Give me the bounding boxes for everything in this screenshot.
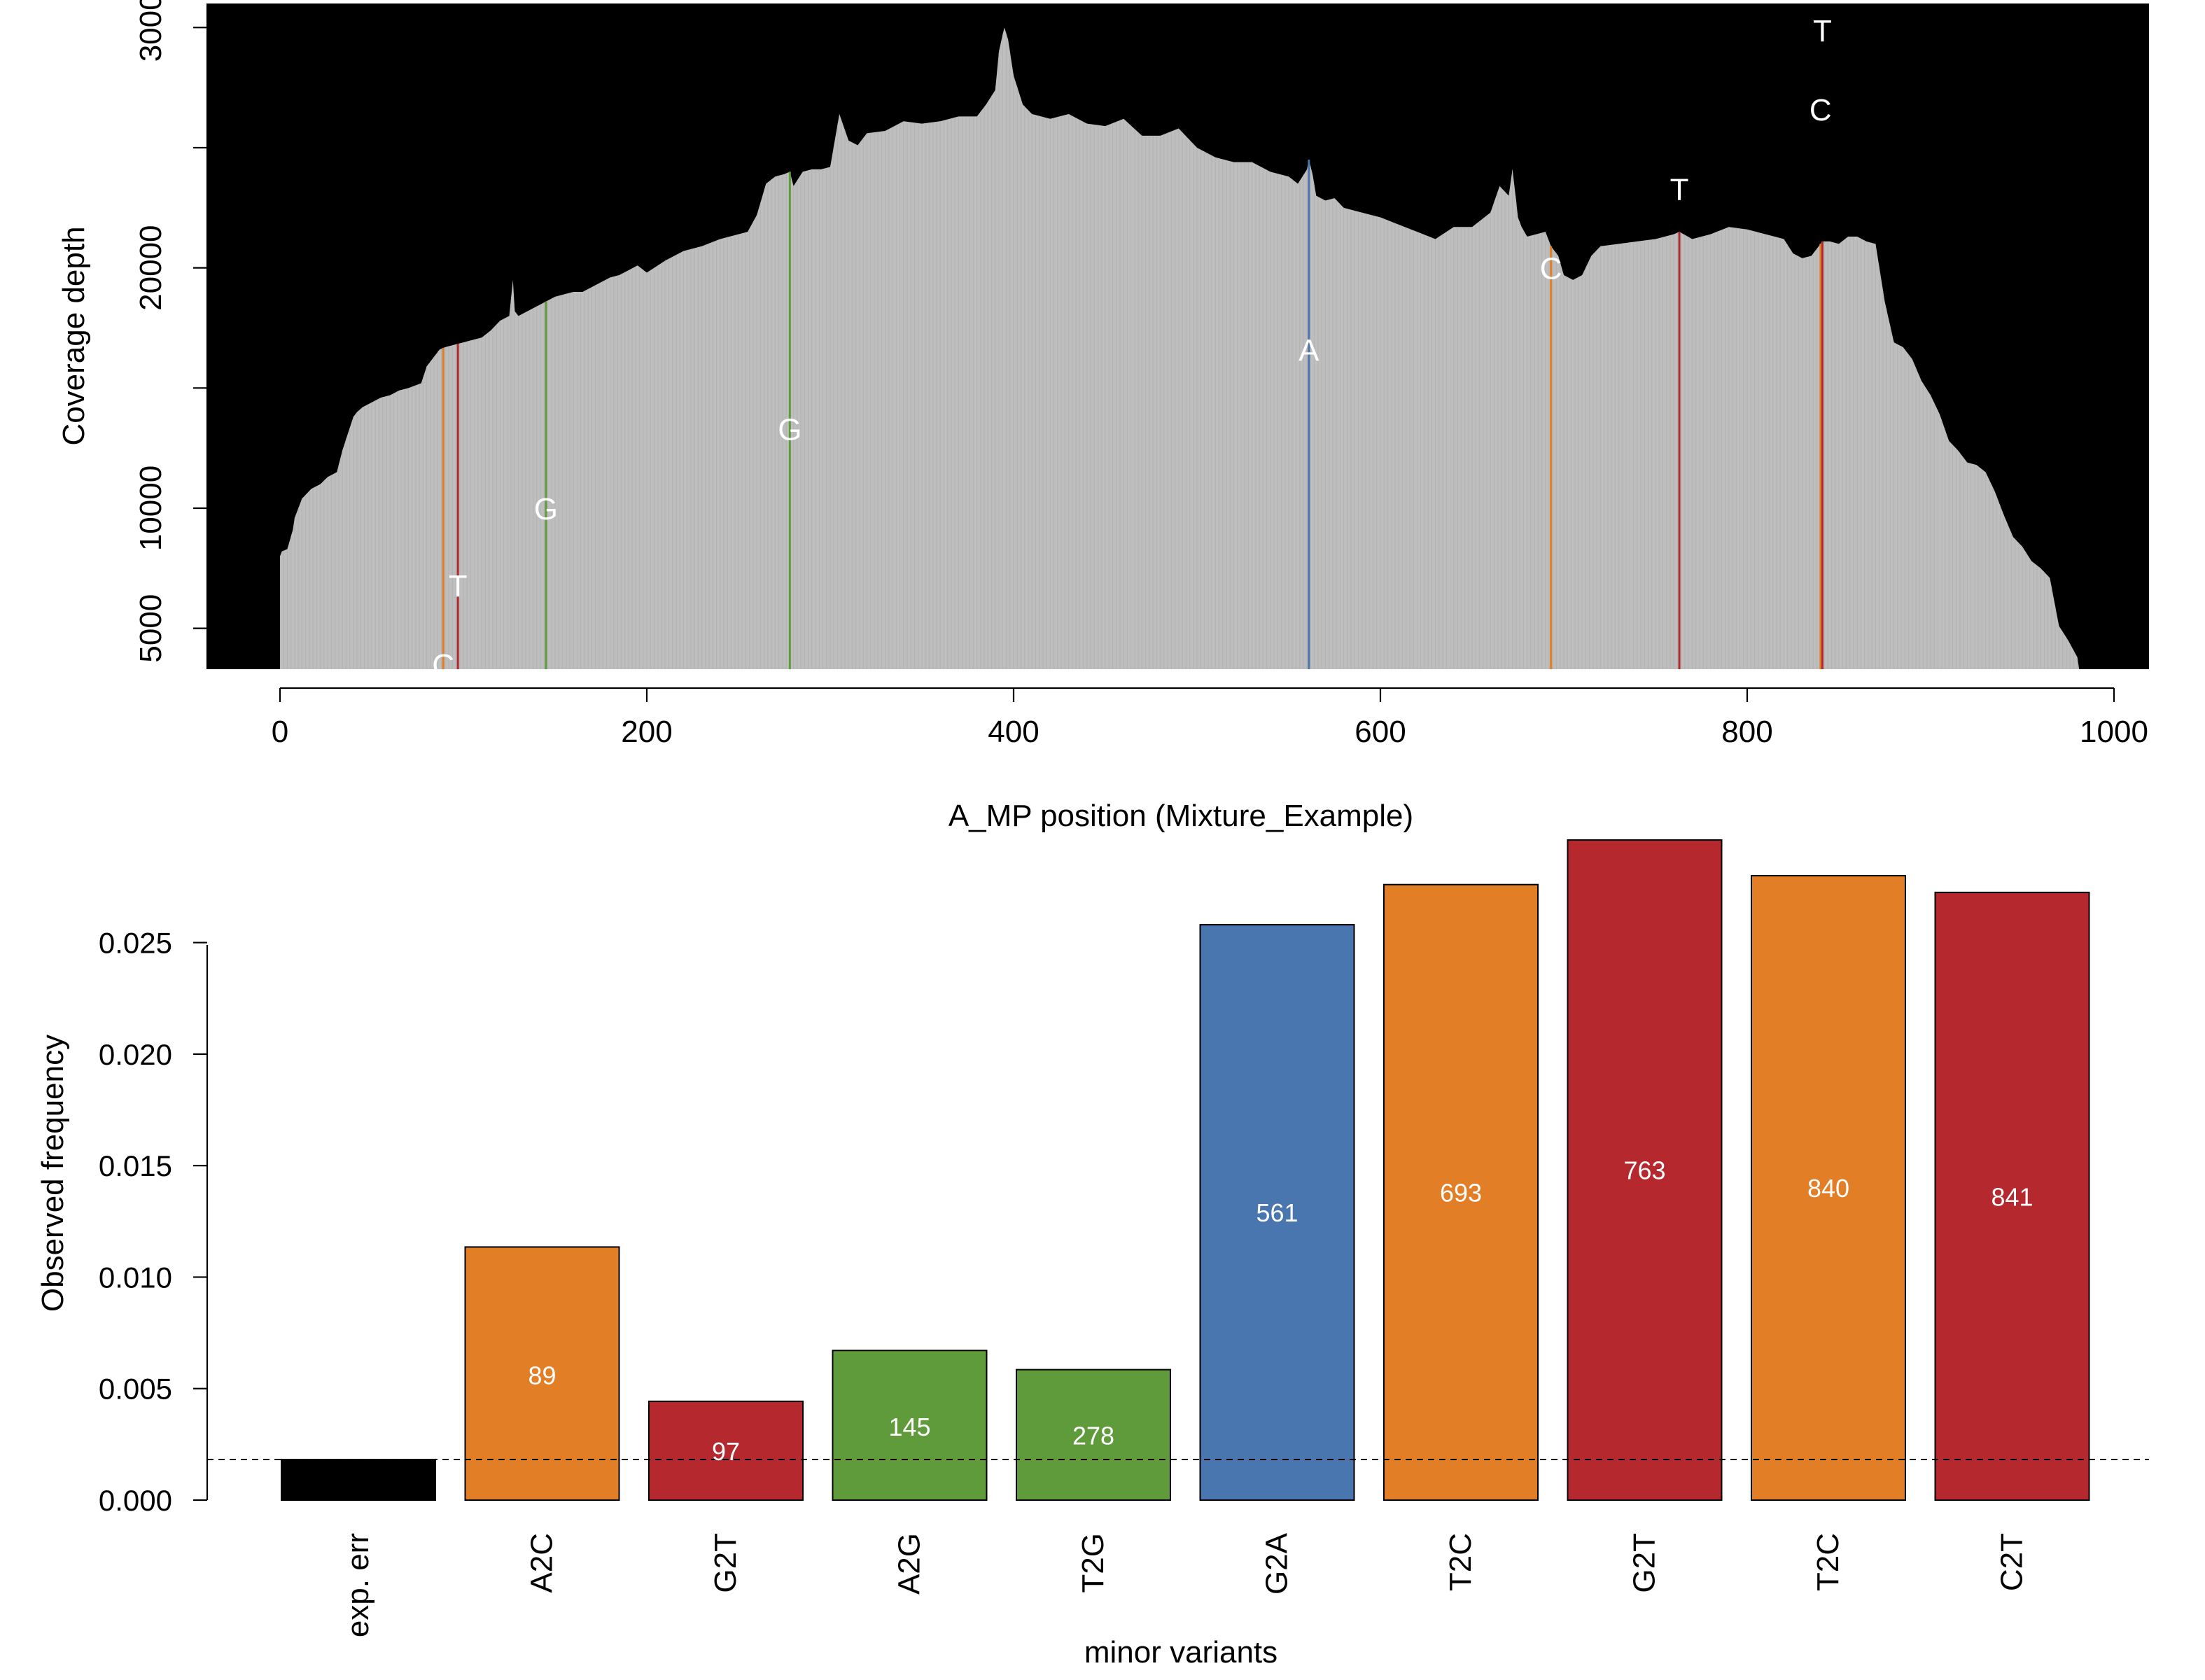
bar-category-label: G2T — [1628, 1533, 1662, 1593]
frequency-y-tick-label: 0.025 — [99, 927, 172, 960]
variant-base-label: G — [778, 413, 802, 447]
variant-base-label: C — [1540, 252, 1562, 286]
bar-position-label: 693 — [1440, 1178, 1482, 1207]
frequency-bar — [1016, 1368, 1171, 1502]
bar-category-label: C2T — [1995, 1533, 2029, 1591]
bar-position-label: 841 — [1991, 1183, 2033, 1212]
coverage-x-axis-title: A_MP position (Mixture_Example) — [948, 799, 1413, 833]
coverage-y-tick-label: 20000 — [134, 225, 168, 310]
bar-position-label: 561 — [1256, 1198, 1298, 1227]
frequency-bar — [1934, 891, 2090, 1501]
variant-base-labels: C T G G A C T C T — [432, 14, 1832, 682]
frequency-bar — [1751, 874, 1906, 1502]
frequency-category-labels: exp. err A2C G2T A2G T2G G2A T2C G2T T2C C2T — [341, 1532, 2029, 1637]
frequency-y-axis: 0.000 0.005 0.010 0.015 0.020 0.025 — [99, 927, 209, 1517]
coverage-y-ticks: 5000 10000 20000 3000 — [134, 0, 207, 663]
variant-position-lines — [442, 160, 1823, 669]
bar-category-label: exp. err — [341, 1533, 375, 1637]
bar-category-label: T2C — [1443, 1533, 1478, 1591]
bar-category-label: T2C — [1811, 1533, 1845, 1591]
bar-position-label: 89 — [528, 1362, 556, 1390]
frequency-bars — [281, 839, 2090, 1502]
frequency-bar — [648, 1400, 804, 1501]
coverage-x-tick-label: 400 — [988, 715, 1039, 749]
variant-base-label: T — [1670, 172, 1689, 206]
coverage-x-ticks: 0 200 400 600 800 1000 — [272, 688, 2148, 749]
frequency-bar — [1199, 924, 1355, 1501]
variant-base-label: T — [449, 569, 468, 603]
coverage-x-axis: 0 200 400 600 800 1000 — [272, 687, 2148, 749]
frequency-bar — [832, 1350, 988, 1501]
coverage-x-tick-label: 600 — [1354, 715, 1406, 749]
variant-base-label: G — [534, 492, 558, 526]
coverage-x-tick-label: 800 — [1721, 715, 1772, 749]
variant-base-label: C — [1809, 93, 1832, 127]
frequency-bar — [281, 1459, 436, 1502]
bar-position-label: 145 — [888, 1413, 930, 1441]
frequency-bar-position-labels: 89 97 145 278 561 693 763 840 841 — [528, 1156, 2033, 1466]
variant-base-label: C — [432, 648, 454, 682]
coverage-y-tick-label: 5000 — [134, 594, 168, 663]
frequency-y-tick-label: 0.005 — [99, 1373, 172, 1406]
coverage-x-tick-label: 200 — [621, 715, 672, 749]
coverage-x-tick-label: 1000 — [2080, 715, 2148, 749]
bar-category-label: G2T — [708, 1533, 743, 1593]
variant-base-label: A — [1298, 333, 1320, 368]
coverage-y-axis: 5000 10000 20000 3000 — [134, 0, 209, 669]
frequency-bar — [464, 1246, 620, 1502]
bar-position-label: 97 — [712, 1437, 740, 1466]
frequency-y-tick-label: 0.010 — [99, 1261, 172, 1294]
coverage-y-axis-title: Coverage depth — [57, 226, 91, 445]
bar-category-label: A2G — [892, 1533, 927, 1595]
bar-category-label: T2G — [1076, 1533, 1110, 1593]
bar-position-label: 763 — [1623, 1156, 1665, 1185]
bar-position-label: 840 — [1807, 1174, 1849, 1203]
frequency-bar — [1567, 839, 1723, 1501]
bar-position-label: 278 — [1072, 1422, 1114, 1450]
frequency-y-tick-label: 0.000 — [99, 1484, 172, 1517]
frequency-x-axis-title: minor variants — [1084, 1635, 1278, 1670]
frequency-y-axis-title: Observed frequency — [36, 1035, 70, 1312]
variant-base-label: T — [1813, 14, 1832, 48]
frequency-y-tick-label: 0.015 — [99, 1149, 172, 1182]
coverage-y-tick-label: 10000 — [134, 465, 168, 551]
bar-category-label: G2A — [1260, 1532, 1294, 1595]
bar-category-label: A2C — [525, 1533, 559, 1593]
coverage-y-tick-label: 3000 — [134, 0, 168, 62]
frequency-panel: 0.000 0.005 0.010 0.015 0.020 0.025 89 97 145 27… — [99, 839, 2149, 1637]
frequency-bar — [1383, 883, 1539, 1501]
frequency-y-tick-label: 0.020 — [99, 1038, 172, 1071]
coverage-x-tick-label: 0 — [272, 715, 288, 749]
coverage-panel: C T G G A C T C T — [207, 4, 2149, 682]
coverage-depth-area — [280, 27, 2080, 669]
